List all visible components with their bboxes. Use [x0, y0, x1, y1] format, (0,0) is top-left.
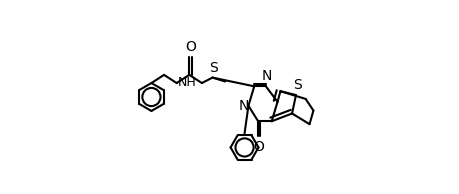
Text: O: O: [253, 140, 264, 154]
Text: S: S: [209, 61, 218, 75]
Text: O: O: [185, 40, 196, 54]
Text: NH: NH: [177, 75, 196, 89]
Text: N: N: [239, 99, 249, 113]
Text: N: N: [261, 69, 271, 83]
Text: S: S: [292, 78, 301, 92]
